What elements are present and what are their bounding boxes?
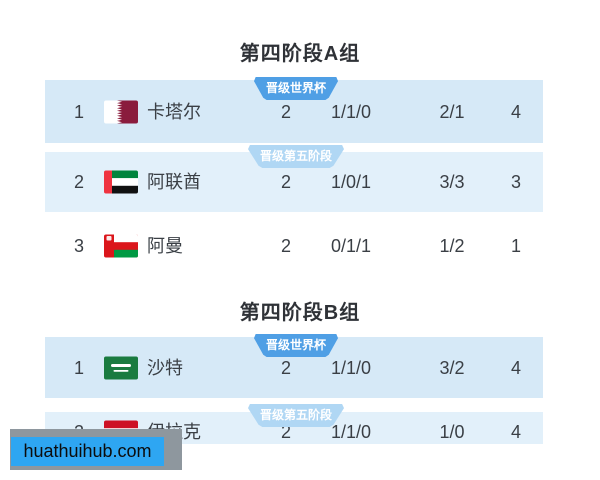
rank-label: 1: [73, 101, 84, 122]
rank-label: 1: [73, 357, 84, 378]
points-value: 4: [510, 422, 521, 442]
matches-played: 2: [280, 101, 291, 122]
matches-played: 2: [280, 422, 291, 442]
promotion-badge-world-cup: 晋级世界杯: [253, 334, 339, 357]
points-value: 3: [510, 172, 521, 192]
promotion-badge-fifth-stage: 晋级第五阶段: [247, 404, 345, 427]
team-name: 卡塔尔: [147, 101, 201, 122]
win-draw-loss: 1/1/0: [330, 357, 372, 378]
win-draw-loss: 1/1/0: [330, 422, 372, 442]
group-a-title: 第四阶段A组: [239, 43, 361, 65]
win-draw-loss: 0/1/1: [330, 236, 372, 256]
saudi-arabia-flag-icon: [104, 356, 138, 379]
oman-flag-icon: [104, 234, 138, 258]
rank-label: 3: [73, 236, 84, 256]
qatar-flag-icon: [104, 100, 138, 123]
goals-for-against: 3/2: [439, 357, 465, 378]
table-row-oman[interactable]: 3 阿曼 2 0/1/1 1/2 1: [45, 215, 543, 277]
group-b-title: 第四阶段B组: [239, 302, 361, 324]
matches-played: 2: [280, 236, 291, 256]
points-value: 1: [510, 236, 521, 256]
points-value: 4: [510, 357, 521, 378]
team-name: 沙特: [147, 357, 183, 378]
win-draw-loss: 1/0/1: [330, 172, 372, 192]
rank-label: 2: [73, 172, 84, 192]
matches-played: 2: [280, 357, 291, 378]
points-value: 4: [510, 101, 521, 122]
goals-for-against: 2/1: [439, 101, 465, 122]
team-name: 阿曼: [147, 236, 183, 256]
team-name: 阿联酋: [147, 172, 201, 192]
goals-for-against: 3/3: [439, 172, 465, 192]
promotion-badge-world-cup: 晋级世界杯: [253, 77, 339, 100]
uae-flag-icon: [104, 170, 138, 194]
goals-for-against: 1/0: [439, 422, 465, 442]
matches-played: 2: [280, 172, 291, 192]
goals-for-against: 1/2: [439, 236, 465, 256]
watermark-badge: huathuihub.com: [11, 437, 164, 466]
watermark-text: huathuihub.com: [23, 441, 152, 461]
promotion-badge-fifth-stage: 晋级第五阶段: [247, 145, 345, 168]
win-draw-loss: 1/1/0: [330, 101, 372, 122]
